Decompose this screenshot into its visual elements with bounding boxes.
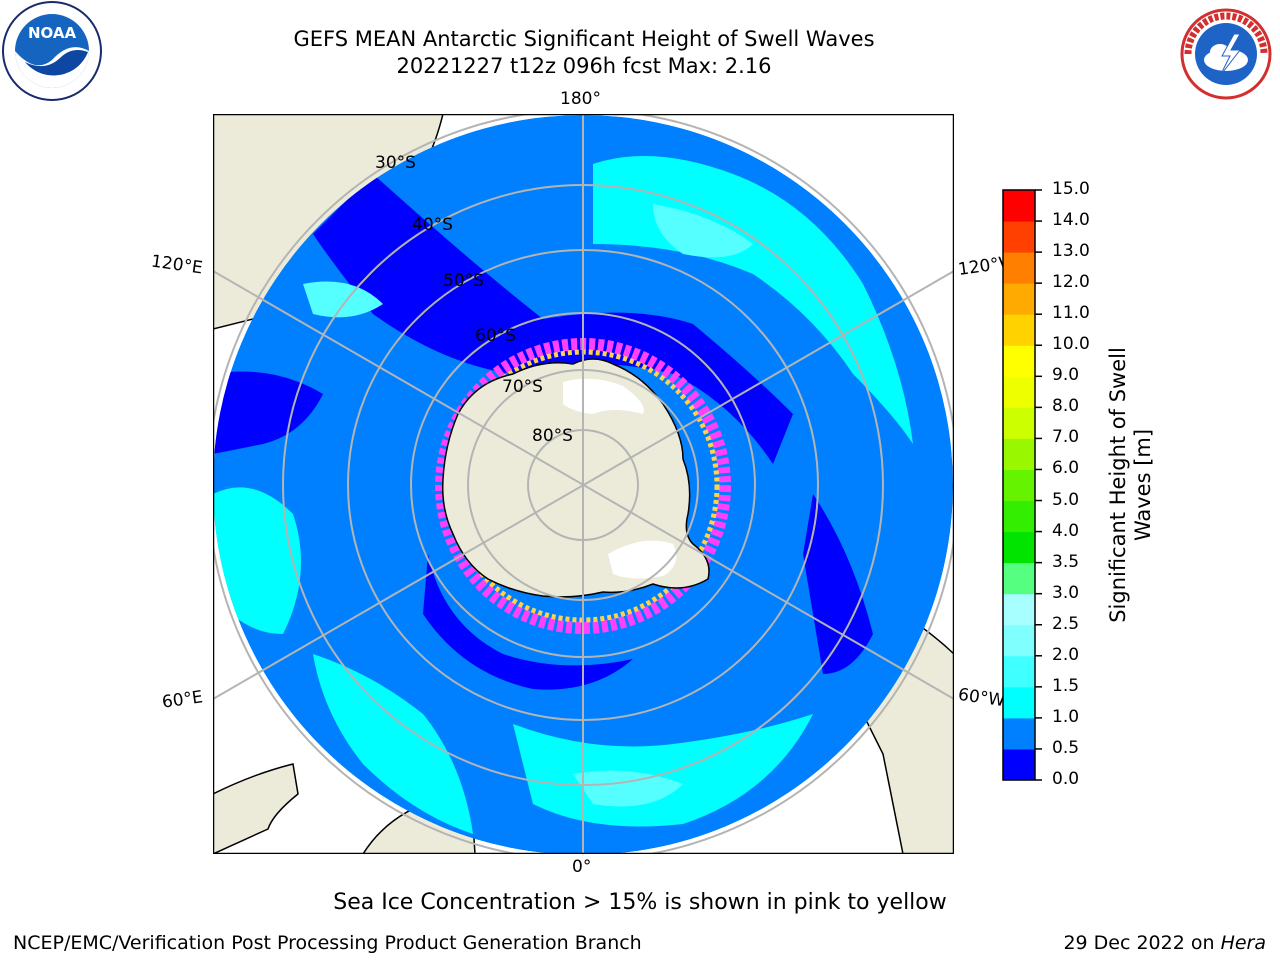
lon-label-120e: 120°E [149,251,204,279]
lon-label-60w: 60°W [956,684,1007,712]
colorbar-tick-label: 9.0 [1052,365,1080,386]
lat-label-80s: 80°S [532,426,573,446]
colorbar-tick-label: 14.0 [1052,210,1090,231]
date-line: 29 Dec 2022 on Hera [1063,932,1266,954]
colorbar-cell [1003,500,1035,533]
colorbar-title-line2: Waves [m] [1131,428,1155,542]
swell-region-low-north [313,174,793,464]
lat-label-30s: 30°S [375,153,416,173]
chart-title: GEFS MEAN Antarctic Significant Height o… [293,27,875,51]
noaa-logo: NOAA [2,1,102,101]
lon-label-180: 180° [560,89,601,109]
colorbar-cell [1003,283,1035,315]
colorbar-tick-label: 11.0 [1052,303,1090,324]
colorbar-cell [1003,345,1035,377]
colorbar-tick-label: 1.5 [1052,675,1080,696]
polar-map-canvas: 30°S 40°S 50°S 60°S 70°S 80°S [212,113,955,855]
colorbar-cell [1003,407,1035,439]
lat-label-50s: 50°S [443,271,484,291]
colorbar-title-line1: Significant Height of Swell [1106,347,1130,623]
swell-region-low-west [213,371,323,454]
host-name: Hera [1220,932,1266,954]
colorbar-tick-label: 5.0 [1052,489,1080,510]
antarctica-landmass [441,358,710,598]
colorbar-border [1002,189,1036,781]
africa-landmass [213,763,299,854]
latitude-labels: 30°S 40°S 50°S 60°S 70°S 80°S [375,153,573,446]
colorbar-cell [1003,624,1035,657]
sea-ice-weddell [608,540,677,579]
longitude-grid [213,114,954,854]
colorbar-tick-label: 13.0 [1052,241,1090,262]
noaa-logo-text: NOAA [28,24,77,42]
date-text: 29 Dec 2022 on [1063,932,1221,954]
lat-label-70s: 70°S [502,377,543,397]
colorbar-tick-label: 3.0 [1052,582,1080,603]
colorbar-tick-label: 8.0 [1052,396,1080,417]
colorbar-cell [1003,717,1035,750]
swell-region-low-ring [423,554,633,690]
swell-region-peak-1 [653,204,753,258]
colorbar-cell [1003,531,1035,564]
colorbar-tick-label: 15.0 [1052,179,1090,199]
colorbar-cell [1003,221,1035,253]
chart-subtitle: 20221227 t12z 096h fcst Max: 2.16 [396,54,772,78]
credit-line: NCEP/EMC/Verification Post Processing Pr… [13,932,642,954]
colorbar-cell [1003,748,1035,781]
colorbar-tick-label: 12.0 [1052,272,1090,293]
lat-label-40s: 40°S [412,215,453,235]
colorbar-cell [1003,190,1035,222]
swell-region-peak-2 [573,770,683,807]
colorbar-tick-label: 0.0 [1052,769,1080,789]
colorbar [1002,189,1042,781]
sea-ice-caption: Sea Ice Concentration > 15% is shown in … [333,890,947,915]
colorbar-tick-label: 7.0 [1052,427,1080,448]
swell-region-low-east [803,494,873,674]
colorbar-cell [1003,562,1035,595]
colorbar-tick-label: 2.5 [1052,613,1080,634]
map-border [212,113,955,855]
colorbar-cell [1003,469,1035,502]
colorbar-tick-label: 2.0 [1052,644,1080,665]
swell-region-high-3 [213,487,301,634]
colorbar-title: Significant Height of Swell Waves [m] [1106,347,1156,623]
colorbar-cell [1003,252,1035,284]
swell-region-high-4 [313,654,473,834]
colorbar-cell [1003,376,1035,408]
colorbar-cell [1003,314,1035,346]
colorbar-tick-label: 1.0 [1052,706,1080,727]
lon-label-0: 0° [572,857,592,877]
colorbar-cell [1003,655,1035,688]
colorbar-cell [1003,593,1035,626]
colorbar-tick-label: 0.5 [1052,737,1080,758]
colorbar-tick-label: 10.0 [1052,334,1090,355]
colorbar-tick-label: 4.0 [1052,520,1080,541]
swell-region-peak-3 [303,281,383,318]
colorbar-tick-label: 6.0 [1052,458,1080,479]
colorbar-cell [1003,686,1035,719]
polar-map: 30°S 40°S 50°S 60°S 70°S 80°S [212,113,955,855]
lat-label-60s: 60°S [475,326,516,346]
lon-label-60e: 60°E [160,687,205,713]
colorbar-cell [1003,438,1035,470]
nws-logo [1180,8,1272,100]
colorbar-tick-label: 3.5 [1052,551,1080,572]
